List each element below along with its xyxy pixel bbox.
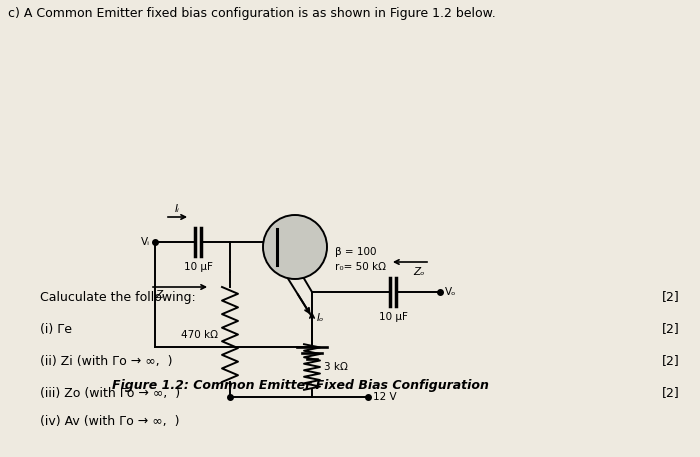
- Text: (iii) Zo (with Γo → ∞,  ): (iii) Zo (with Γo → ∞, ): [40, 387, 180, 399]
- Text: Zᵢ: Zᵢ: [155, 290, 164, 300]
- Text: c) A Common Emitter fixed bias configuration is as shown in Figure 1.2 below.: c) A Common Emitter fixed bias configura…: [8, 7, 496, 20]
- Text: (i) Γe: (i) Γe: [40, 323, 72, 335]
- Text: [2]: [2]: [662, 323, 680, 335]
- Text: Vᵢ: Vᵢ: [141, 237, 150, 247]
- Text: Vₒ: Vₒ: [445, 287, 456, 297]
- Text: 10 μF: 10 μF: [183, 262, 212, 272]
- Text: 3 kΩ: 3 kΩ: [324, 362, 348, 372]
- Text: β = 100: β = 100: [335, 247, 377, 257]
- Text: (iv) Av (with Γo → ∞,  ): (iv) Av (with Γo → ∞, ): [40, 415, 179, 429]
- Text: [2]: [2]: [662, 355, 680, 367]
- Text: Zₒ: Zₒ: [414, 267, 425, 277]
- Text: (ii) Zi (with Γo → ∞,  ): (ii) Zi (with Γo → ∞, ): [40, 355, 172, 367]
- Text: [2]: [2]: [662, 291, 680, 303]
- Text: 10 μF: 10 μF: [379, 312, 407, 322]
- Text: Figure 1.2: Common Emitter Fixed Bias Configuration: Figure 1.2: Common Emitter Fixed Bias Co…: [111, 379, 489, 392]
- Circle shape: [263, 215, 327, 279]
- Text: 12 V: 12 V: [373, 392, 397, 402]
- Text: Iᵢ: Iᵢ: [175, 204, 180, 214]
- Text: 470 kΩ: 470 kΩ: [181, 329, 218, 340]
- Text: r₀= 50 kΩ: r₀= 50 kΩ: [335, 262, 386, 272]
- Text: Iₒ: Iₒ: [317, 313, 324, 323]
- Text: Caluculate the following:: Caluculate the following:: [40, 291, 196, 303]
- Text: [2]: [2]: [662, 387, 680, 399]
